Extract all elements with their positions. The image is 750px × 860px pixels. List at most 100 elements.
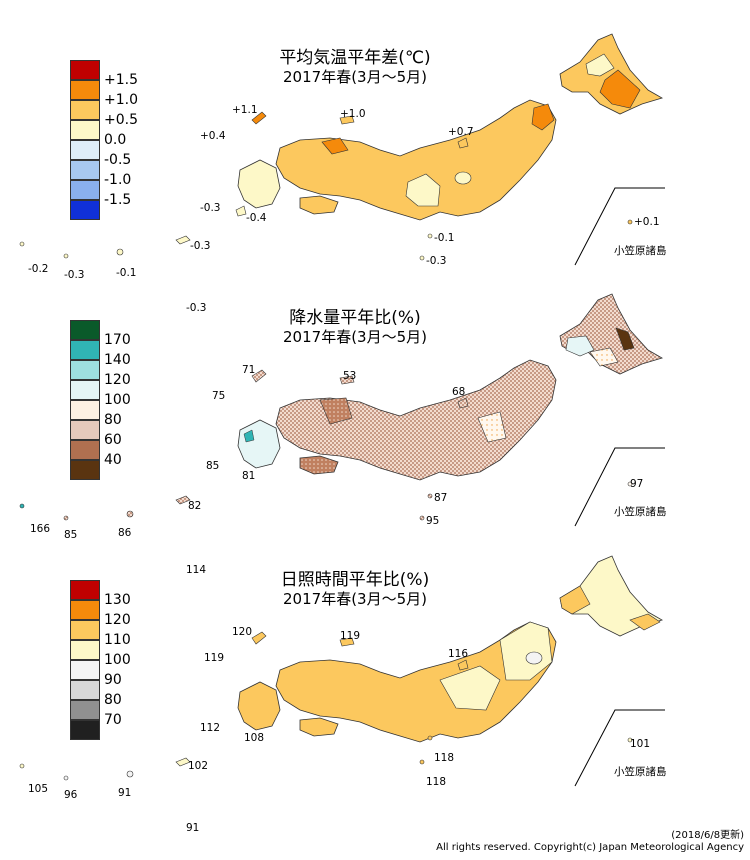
hokkaido-inner-area xyxy=(585,53,615,77)
legend-swatch xyxy=(70,200,100,220)
precipitation-legend-labels: 170 140 120 100 80 60 40 xyxy=(104,330,131,470)
temperature-legend: +1.5 +1.0 +0.5 0.0 -0.5 -1.0 -1.5 xyxy=(70,60,138,220)
hokuriku-warm-area xyxy=(321,137,349,155)
sunshine-map xyxy=(19,555,665,787)
sunshine-subtitle: 2017年春(3月～5月) xyxy=(283,590,427,608)
precipitation-title: 降水量平年比(%) 2017年春(3月～5月) xyxy=(250,308,460,346)
station-value: 166 xyxy=(30,523,51,535)
station-value: -0.3 xyxy=(186,302,207,314)
legend-label: 120 xyxy=(104,372,131,388)
hokkaido-region xyxy=(559,555,664,637)
temperature-title-text: 平均気温平年差(℃) xyxy=(279,48,431,68)
hokkaido-south-area xyxy=(589,347,619,367)
station-value: 118 xyxy=(434,752,455,764)
sunshine-panel: 日照時間平年比(%) 2017年春(3月～5月) 130 120 110 100… xyxy=(0,540,750,834)
legend-swatch xyxy=(70,640,100,660)
legend-label: 100 xyxy=(104,392,131,408)
legend-label: 120 xyxy=(104,612,131,628)
legend-label: 80 xyxy=(104,412,122,428)
legend-label: 170 xyxy=(104,332,131,348)
legend-label: 90 xyxy=(104,672,122,688)
station-value: 116 xyxy=(448,648,469,660)
station-value: -0.3 xyxy=(200,202,221,214)
legend-swatch xyxy=(70,120,100,140)
shikoku-region xyxy=(299,455,339,475)
station-value: -0.2 xyxy=(28,263,49,275)
station-value: 85 xyxy=(206,460,220,472)
precipitation-map xyxy=(19,293,665,527)
hokkaido-east-area xyxy=(599,69,641,109)
station-value: 114 xyxy=(186,564,207,576)
legend-label: -1.0 xyxy=(104,172,132,188)
precipitation-panel: 降水量平年比(%) 2017年春(3月～5月) 170 140 120 100 … xyxy=(0,278,750,548)
station-value: 82 xyxy=(188,500,202,512)
legend-swatch xyxy=(70,580,100,600)
temperature-panel: 平均気温平年差(℃) 2017年春(3月～5月) +1.5 +1.0 +0.5 … xyxy=(0,0,750,314)
station-value: +1.0 xyxy=(340,108,366,120)
legend-label: +1.0 xyxy=(104,92,138,108)
temperature-map xyxy=(19,33,665,266)
station-value: 71 xyxy=(242,364,256,376)
station-value: -0.3 xyxy=(64,269,85,281)
station-value: 118 xyxy=(426,776,447,788)
legend-swatch xyxy=(70,340,100,360)
legend-label: 110 xyxy=(104,632,131,648)
legend-label: 0.0 xyxy=(104,132,127,148)
legend-swatch xyxy=(70,700,100,720)
legend-swatch xyxy=(70,180,100,200)
legend-swatch xyxy=(70,140,100,160)
kyushu-region xyxy=(237,681,281,731)
legend-swatch xyxy=(70,380,100,400)
hokkaido-east-area xyxy=(629,613,661,631)
kyushu-region xyxy=(237,419,281,469)
honshu-dry-area xyxy=(319,397,353,425)
station-value: -0.1 xyxy=(116,267,137,279)
honshu-region xyxy=(275,99,557,221)
legend-label: 70 xyxy=(104,712,122,728)
sunshine-title-text: 日照時間平年比(%) xyxy=(280,570,430,590)
temperature-subtitle: 2017年春(3月～5月) xyxy=(283,68,427,86)
station-value: 68 xyxy=(452,386,466,398)
station-value: -0.3 xyxy=(426,255,447,267)
legend-label: 40 xyxy=(104,452,122,468)
temperature-title: 平均気温平年差(℃) 2017年春(3月～5月) xyxy=(250,48,460,86)
station-value: 97 xyxy=(630,478,644,490)
station-value: -0.1 xyxy=(434,232,455,244)
legend-swatch xyxy=(70,620,100,640)
chubu-area xyxy=(439,665,501,711)
legend-swatch xyxy=(70,460,100,480)
station-value: 81 xyxy=(242,470,256,482)
update-date: (2018/6/8更新) xyxy=(671,830,744,841)
hokkaido-wet-area xyxy=(615,327,635,351)
station-value: -0.4 xyxy=(246,212,267,224)
hokkaido-west-area xyxy=(565,335,595,357)
copyright-text: All rights reserved. Copyright(c) Japan … xyxy=(436,842,744,853)
legend-swatch xyxy=(70,360,100,380)
legend-swatch xyxy=(70,600,100,620)
legend-swatch xyxy=(70,720,100,740)
sunshine-title: 日照時間平年比(%) 2017年春(3月～5月) xyxy=(250,570,460,608)
precipitation-title-text: 降水量平年比(%) xyxy=(289,308,421,328)
station-value: 102 xyxy=(188,760,209,772)
tohoku-area xyxy=(499,621,553,681)
footer: (2018/6/8更新) All rights reserved. Copyri… xyxy=(436,830,744,854)
station-value: 86 xyxy=(118,527,132,539)
hokkaido-west-area xyxy=(559,585,591,615)
legend-swatch xyxy=(70,320,100,340)
legend-swatch xyxy=(70,680,100,700)
station-value: +1.1 xyxy=(232,104,258,116)
shikoku-region xyxy=(299,717,339,737)
station-value: 108 xyxy=(244,732,265,744)
station-value: 96 xyxy=(64,789,78,801)
sunshine-legend-labels: 130 120 110 100 90 80 70 xyxy=(104,590,131,730)
temperature-legend-labels: +1.5 +1.0 +0.5 0.0 -0.5 -1.0 -1.5 xyxy=(104,70,138,210)
legend-label: +1.5 xyxy=(104,72,138,88)
legend-label: 140 xyxy=(104,352,131,368)
legend-swatch xyxy=(70,420,100,440)
legend-label: 100 xyxy=(104,652,131,668)
ogasawara-label: 小笠原諸島 xyxy=(614,506,667,518)
station-value: 87 xyxy=(434,492,448,504)
legend-swatch xyxy=(70,60,100,80)
honshu-region xyxy=(275,359,557,481)
precipitation-subtitle: 2017年春(3月～5月) xyxy=(283,328,427,346)
